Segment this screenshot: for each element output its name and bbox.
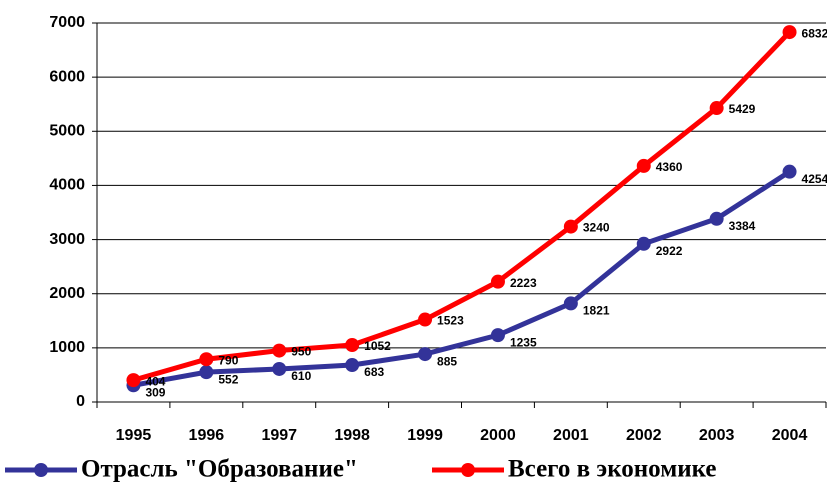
legend-label: Всего в экономике — [508, 456, 717, 483]
x-tick-label: 2001 — [553, 427, 589, 444]
x-tick-label: 2000 — [480, 427, 516, 444]
data-label: 2922 — [656, 244, 683, 258]
y-tick-label: 2000 — [49, 285, 85, 302]
x-tick-label: 2004 — [772, 427, 808, 444]
data-label: 2223 — [510, 276, 537, 290]
marker — [636, 236, 651, 251]
data-label: 3384 — [729, 219, 756, 233]
marker — [636, 158, 651, 173]
marker — [418, 312, 433, 327]
marker — [563, 296, 578, 311]
data-label: 404 — [145, 374, 165, 388]
legend-label: Отрасль "Образование" — [81, 456, 358, 483]
series-line — [133, 169, 791, 388]
marker — [199, 352, 214, 367]
series-line — [132, 30, 792, 383]
y-tick-label: 4000 — [49, 177, 85, 194]
y-tick-label: 3000 — [49, 231, 85, 248]
x-tick-label: 2003 — [699, 427, 735, 444]
marker — [345, 358, 360, 373]
y-tick-label: 0 — [76, 393, 85, 410]
data-label: 552 — [218, 372, 238, 386]
data-label: 610 — [291, 369, 311, 383]
x-tick-label: 1997 — [261, 427, 297, 444]
data-label: 1523 — [437, 314, 464, 328]
marker — [709, 211, 724, 226]
data-label: 1052 — [364, 339, 391, 353]
data-label: 1821 — [583, 304, 610, 318]
marker — [418, 347, 433, 362]
legend-marker — [461, 463, 475, 477]
y-tick-label: 6000 — [49, 68, 85, 85]
data-label: 3240 — [583, 221, 610, 235]
marker — [345, 338, 360, 353]
x-tick-label: 1996 — [189, 427, 225, 444]
data-label: 4254 — [802, 172, 827, 186]
x-tick-label: 1995 — [116, 427, 152, 444]
marker — [126, 373, 141, 388]
data-label: 1235 — [510, 335, 537, 349]
data-label: 6832 — [802, 26, 827, 40]
data-label: 4360 — [656, 160, 683, 174]
marker — [563, 219, 578, 234]
marker — [709, 101, 724, 116]
marker — [490, 274, 505, 289]
data-label: 309 — [145, 385, 165, 399]
x-tick-label: 1998 — [334, 427, 370, 444]
marker — [782, 164, 797, 179]
data-label: 950 — [291, 345, 311, 359]
x-tick-label: 2002 — [626, 427, 662, 444]
y-tick-label: 1000 — [49, 339, 85, 356]
marker — [490, 328, 505, 343]
marker — [272, 343, 287, 358]
y-tick-label: 7000 — [49, 14, 85, 31]
x-tick-label: 1999 — [407, 427, 443, 444]
marker — [782, 25, 797, 40]
marker — [199, 365, 214, 380]
data-label: 5429 — [729, 102, 756, 116]
data-label: 683 — [364, 365, 384, 379]
y-tick-label: 5000 — [49, 123, 85, 140]
data-label: 885 — [437, 354, 457, 368]
data-label: 790 — [218, 353, 238, 367]
legend-marker — [34, 463, 48, 477]
marker — [272, 361, 287, 376]
